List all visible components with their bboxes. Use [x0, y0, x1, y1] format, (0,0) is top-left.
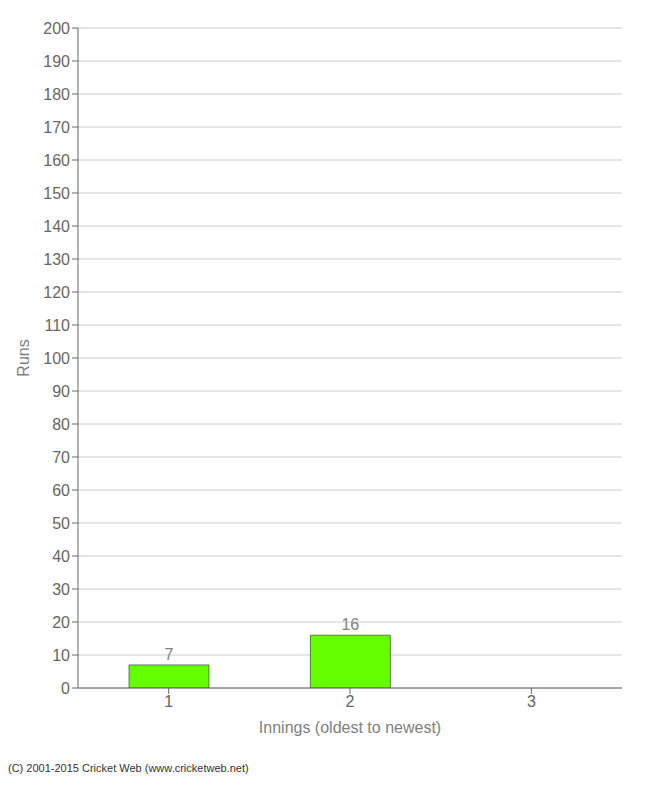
svg-text:80: 80 — [52, 416, 70, 433]
svg-text:7: 7 — [165, 646, 174, 663]
svg-text:130: 130 — [43, 251, 70, 268]
svg-text:70: 70 — [52, 449, 70, 466]
svg-text:200: 200 — [43, 20, 70, 37]
svg-text:10: 10 — [52, 647, 70, 664]
svg-text:2: 2 — [346, 693, 355, 710]
svg-text:140: 140 — [43, 218, 70, 235]
svg-text:110: 110 — [44, 317, 70, 334]
svg-text:40: 40 — [52, 548, 70, 565]
svg-text:150: 150 — [43, 185, 70, 202]
svg-text:180: 180 — [43, 86, 70, 103]
html-text:(C) 2001-2015 Cricket Web (www: (C) 2001-2015 Cricket Web (www.cricketwe… — [8, 762, 249, 774]
svg-text:50: 50 — [52, 515, 70, 532]
svg-text:170: 170 — [43, 119, 70, 136]
svg-text:0: 0 — [61, 680, 70, 697]
svg-text:160: 160 — [43, 152, 70, 169]
svg-text:16: 16 — [341, 616, 359, 633]
svg-text:190: 190 — [43, 53, 70, 70]
svg-text:60: 60 — [52, 482, 70, 499]
svg-text:Runs: Runs — [15, 339, 32, 376]
svg-text:20: 20 — [52, 614, 70, 631]
svg-text:100: 100 — [43, 350, 70, 367]
svg-text:30: 30 — [52, 581, 70, 598]
svg-text:120: 120 — [43, 284, 70, 301]
svg-text:3: 3 — [527, 693, 536, 710]
svg-text:Innings (oldest to newest): Innings (oldest to newest) — [259, 719, 441, 736]
svg-text:1: 1 — [164, 693, 173, 710]
svg-text:90: 90 — [52, 383, 70, 400]
